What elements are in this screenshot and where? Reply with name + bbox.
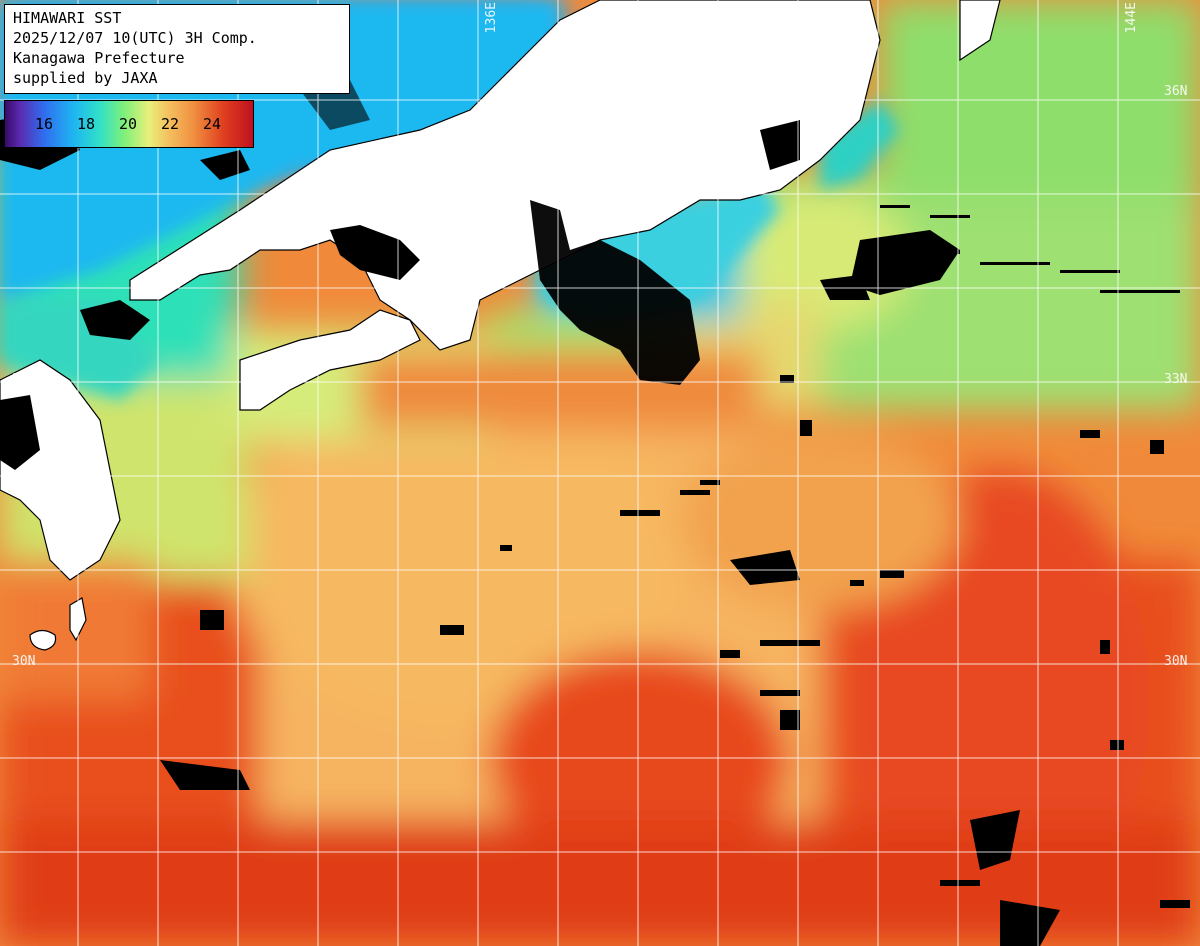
legend-tick-16: 16	[35, 115, 54, 133]
legend-tick-20: 20	[119, 115, 138, 133]
north-land	[959, 0, 1001, 62]
title-line-2: 2025/12/07 10(UTC) 3H Comp.	[13, 29, 257, 47]
title-line-4: supplied by JAXA	[13, 69, 158, 87]
lon-144e-label: 144E	[1124, 2, 1139, 34]
legend-tick-18: 18	[77, 115, 96, 133]
lat-33n-right-label: 33N	[1164, 372, 1188, 387]
title-line-1: HIMAWARI SST	[13, 9, 122, 27]
cloud-speckles	[200, 205, 1190, 908]
lat-30n-right-label: 30N	[1164, 654, 1188, 669]
shikoku-land	[239, 309, 421, 411]
title-box: HIMAWARI SST 2025/12/07 10(UTC) 3H Comp.…	[4, 4, 350, 94]
lat-36n-label: 36N	[1164, 84, 1188, 99]
title-line-3: Kanagawa Prefecture	[13, 49, 185, 67]
temperature-legend: 16 18 20 22 24	[4, 100, 254, 148]
land-masses	[0, 0, 1001, 651]
honshu-land	[129, 0, 881, 351]
lat-33n-left-label: 33	[12, 372, 28, 387]
lon-136e-label: 136E	[484, 2, 499, 34]
island-land	[29, 629, 57, 651]
legend-tick-22: 22	[161, 115, 180, 133]
legend-tick-24: 24	[203, 115, 222, 133]
lat-30n-left-label: 30N	[12, 654, 36, 669]
